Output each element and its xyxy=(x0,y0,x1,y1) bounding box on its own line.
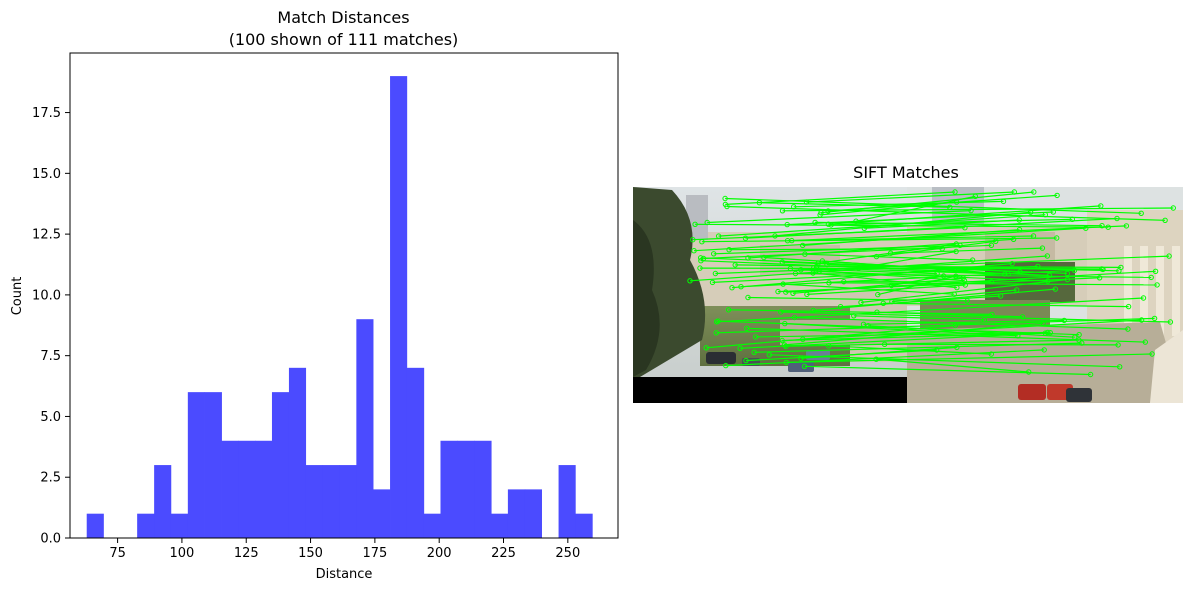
y-tick-label: 0.0 xyxy=(40,532,61,547)
histogram-bar xyxy=(188,392,205,538)
histogram-bar xyxy=(373,489,390,538)
histogram-bar xyxy=(407,368,424,538)
histogram-bar xyxy=(457,441,474,538)
x-tick-label: 100 xyxy=(170,546,195,561)
sift-title: SIFT Matches xyxy=(853,163,959,182)
histogram-bar xyxy=(289,368,306,538)
histogram-bar xyxy=(356,319,373,538)
x-axis-label: Distance xyxy=(316,567,373,582)
x-tick-label: 200 xyxy=(427,546,452,561)
y-tick-label: 12.5 xyxy=(32,228,61,243)
histogram-bar xyxy=(87,514,104,538)
histogram-bar xyxy=(306,465,323,538)
sift-matches-panel: SIFT Matches xyxy=(633,163,1183,403)
y-tick-label: 7.5 xyxy=(40,349,61,364)
histogram-bar xyxy=(575,514,592,538)
histogram-bars xyxy=(87,76,593,538)
x-axis-ticks: 75 100 125 150 175 200 225 250 xyxy=(109,538,580,561)
histogram-subtitle: (100 shown of 111 matches) xyxy=(229,30,459,49)
histogram-bar xyxy=(238,441,255,538)
histogram-bar xyxy=(339,465,356,538)
histogram-bar xyxy=(508,489,525,538)
y-axis-label: Count xyxy=(10,277,25,316)
y-tick-label: 17.5 xyxy=(32,106,61,121)
y-axis-ticks: 0.0 2.5 5.0 7.5 10.0 12.5 15.0 17.5 xyxy=(32,106,70,546)
histogram-bar xyxy=(491,514,508,538)
x-tick-label: 125 xyxy=(234,546,259,561)
sift-match-image xyxy=(633,187,1183,403)
histogram-bar xyxy=(222,441,239,538)
histogram-bar xyxy=(390,76,407,538)
histogram-title: Match Distances xyxy=(277,8,409,27)
histogram-bar xyxy=(137,514,154,538)
histogram-bar xyxy=(559,465,576,538)
histogram-bar xyxy=(440,441,457,538)
x-tick-label: 250 xyxy=(555,546,580,561)
histogram-bar xyxy=(525,489,542,538)
left-image-padding xyxy=(633,377,907,403)
x-tick-label: 175 xyxy=(362,546,387,561)
histogram-bar xyxy=(424,514,441,538)
x-tick-label: 225 xyxy=(491,546,516,561)
histogram-bar xyxy=(154,465,171,538)
histogram-panel: Match Distances (100 shown of 111 matche… xyxy=(10,8,618,582)
histogram-bar xyxy=(474,441,491,538)
histogram-bar xyxy=(272,392,289,538)
histogram-bar xyxy=(171,514,188,538)
x-tick-label: 75 xyxy=(109,546,126,561)
histogram-bar xyxy=(205,392,222,538)
y-tick-label: 5.0 xyxy=(40,410,61,425)
histogram-bar xyxy=(323,465,340,538)
y-tick-label: 2.5 xyxy=(40,471,61,486)
y-tick-label: 15.0 xyxy=(32,167,61,182)
x-tick-label: 150 xyxy=(298,546,323,561)
y-tick-label: 10.0 xyxy=(32,288,61,303)
histogram-bar xyxy=(255,441,272,538)
